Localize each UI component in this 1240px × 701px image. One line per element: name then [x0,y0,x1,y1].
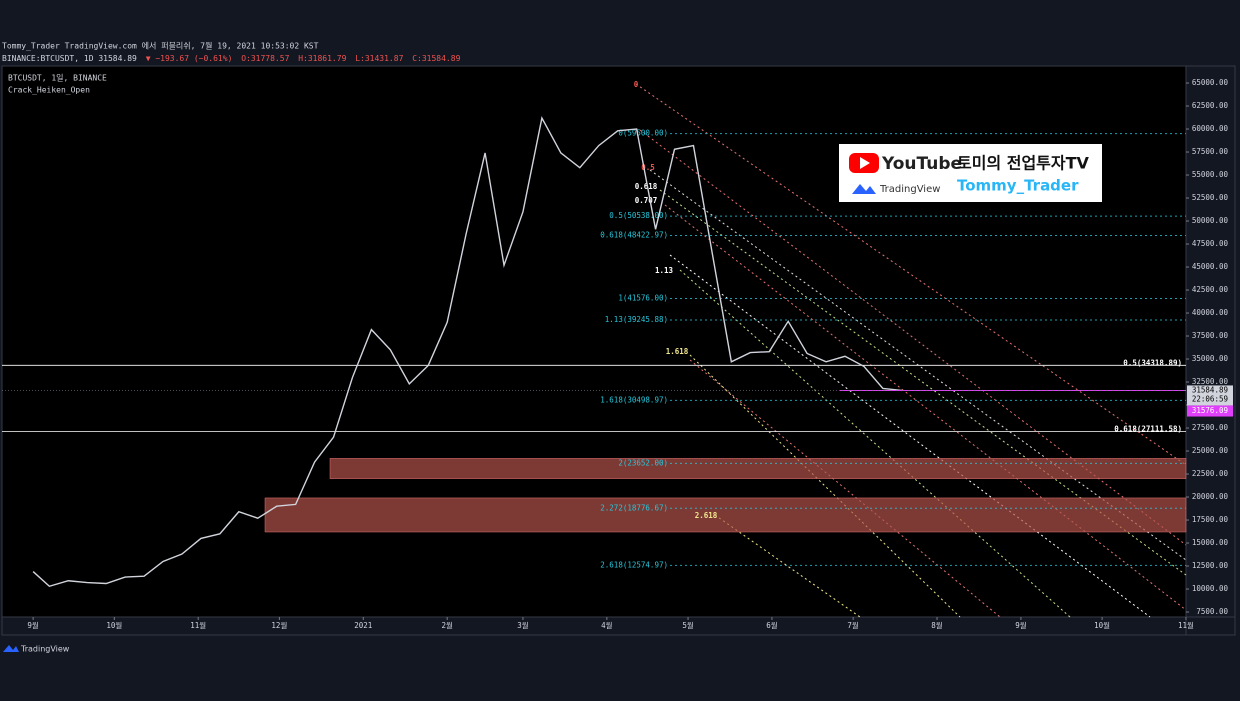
x-tick-label: 7월 [847,620,859,630]
ohlc: H:31861.79 [298,54,346,63]
fib-label: 1.13(39245.88) [605,315,668,324]
fib-label: 2.618(12574.97) [600,560,668,569]
y-tick-label: 22500.00 [1192,469,1229,478]
x-tick-label: 3월 [517,620,529,630]
fib-label: 0(59500.00) [618,129,668,138]
y-tick-label: 37500.00 [1192,331,1229,340]
last-price-label: 31584.89 [1192,385,1228,394]
tv-icon [852,184,876,194]
x-tick-label: 9월 [1015,620,1027,630]
brand-box: YouTube 토미의 전업투자TV TradingView Tommy_Tra… [839,144,1102,202]
zone [329,458,1187,479]
y-tick-label: 7500.00 [1196,607,1228,616]
tv-text: TradingView [879,184,940,195]
y-tick-label: 42500.00 [1192,285,1229,294]
brand-bg [839,144,1102,202]
y-tick-label: 35000.00 [1192,354,1229,363]
y-tick-label: 27500.00 [1192,423,1229,432]
x-tick-label: 6월 [766,620,778,630]
plot: 65000.00 62500.00 60000.00 57500.00 55000.00… [2,78,1233,630]
fan-line [669,254,1151,618]
y-tick-label: 20000.00 [1192,492,1229,501]
x-tick-label: 5월 [682,620,694,630]
ohlc: O:31778.57 [241,54,289,63]
y-tick-label: 12500.00 [1192,561,1229,570]
alert-price-label: 31576.09 [1192,406,1228,415]
ohlc: L:31431.87 [355,54,403,63]
youtube-text: YouTube [881,154,962,174]
ohlc: C:31584.89 [412,54,460,63]
countdown: 22:06:59 [1192,394,1228,403]
h-line-label: 0.5(34318.89) [1123,358,1182,367]
fan-label: 2.618 [695,511,718,520]
y-tick-label: 10000.00 [1192,584,1229,593]
y-tick-label: 40000.00 [1192,308,1229,317]
legend-symbol: BTCUSDT, 1일, BINANCE [8,74,107,83]
handle: Tommy_Trader [957,177,1079,195]
fan-line [659,189,1187,576]
y-tick-label: 47500.00 [1192,239,1229,248]
x-tick-label: 11월 [190,620,206,630]
y-tick-label: 25000.00 [1192,446,1229,455]
fib-label: 1(41576.00) [618,294,668,303]
h-line-label: 0.618(27111.58) [1114,425,1182,434]
x-tick-label: 10월 [1094,620,1110,630]
fan-label: 0 [634,80,639,89]
x-tick-label: 4월 [601,620,613,630]
change: ▼ −193.67 (−0.61%) [146,54,233,63]
y-tick-label: 65000.00 [1192,78,1229,87]
x-tick-label: 12월 [271,620,287,630]
fan-label: 0.5 [641,163,655,172]
footer-text: TradingView [20,645,70,654]
fan-label: 0.618 [635,182,658,191]
y-tick-label: 52500.00 [1192,193,1229,202]
chart-frame [1,65,1236,636]
symbol: BINANCE:BTCUSDT, 1D 31584.89 [2,54,137,63]
alert-tag [1187,405,1233,417]
y-tick-label: 32500.00 [1192,377,1229,386]
x-tick-label: 9월 [27,620,39,630]
fan-label: 1.618 [666,347,689,356]
last-price-tag [1187,385,1233,406]
y-tick-label: 62500.00 [1192,101,1229,110]
fan-line [635,83,1187,466]
y-tick-label: 15000.00 [1192,538,1229,547]
fib-label: 2.272(18776.67) [600,503,668,512]
fan-label: 1.13 [655,266,674,275]
fan-line [679,269,1071,618]
zone [264,497,1187,533]
published-line: Tommy_Trader TradingView.com 에서 퍼블리쉬, 7월… [2,41,319,51]
y-tick-label: 60000.00 [1192,124,1229,133]
price-line [32,115,902,588]
fib-label: 0.5(50538.00) [609,211,668,220]
y-tick-label: 45000.00 [1192,262,1229,271]
x-tick-label: 11월 [1178,620,1194,630]
legend-indicator: Crack_Heiken_Open [8,86,90,95]
y-tick-label: 50000.00 [1192,216,1229,225]
fib-label: 0.618(48422.97) [600,231,668,240]
y-tick-label: 17500.00 [1192,515,1229,524]
x-tick-label: 8월 [931,620,943,630]
quote-line: BINANCE:BTCUSDT, 1D 31584.89 ▼ −193.67 (… [2,54,461,63]
fan-line [689,359,1001,618]
x-tick-label: 2021 [354,621,372,630]
fib-label: 1.618(30498.97) [600,395,668,404]
footer-icon [3,645,19,652]
channel-name: 토미의 전업투자TV [957,154,1090,173]
fan-label: 0.707 [635,196,658,205]
y-tick-label: 57500.00 [1192,147,1229,156]
fib-label: 2(23652.00) [618,458,668,467]
x-tick-label: 10월 [106,620,122,630]
x-tick-label: 2월 [441,620,453,630]
y-tick-label: 55000.00 [1192,170,1229,179]
youtube-play [860,157,870,169]
